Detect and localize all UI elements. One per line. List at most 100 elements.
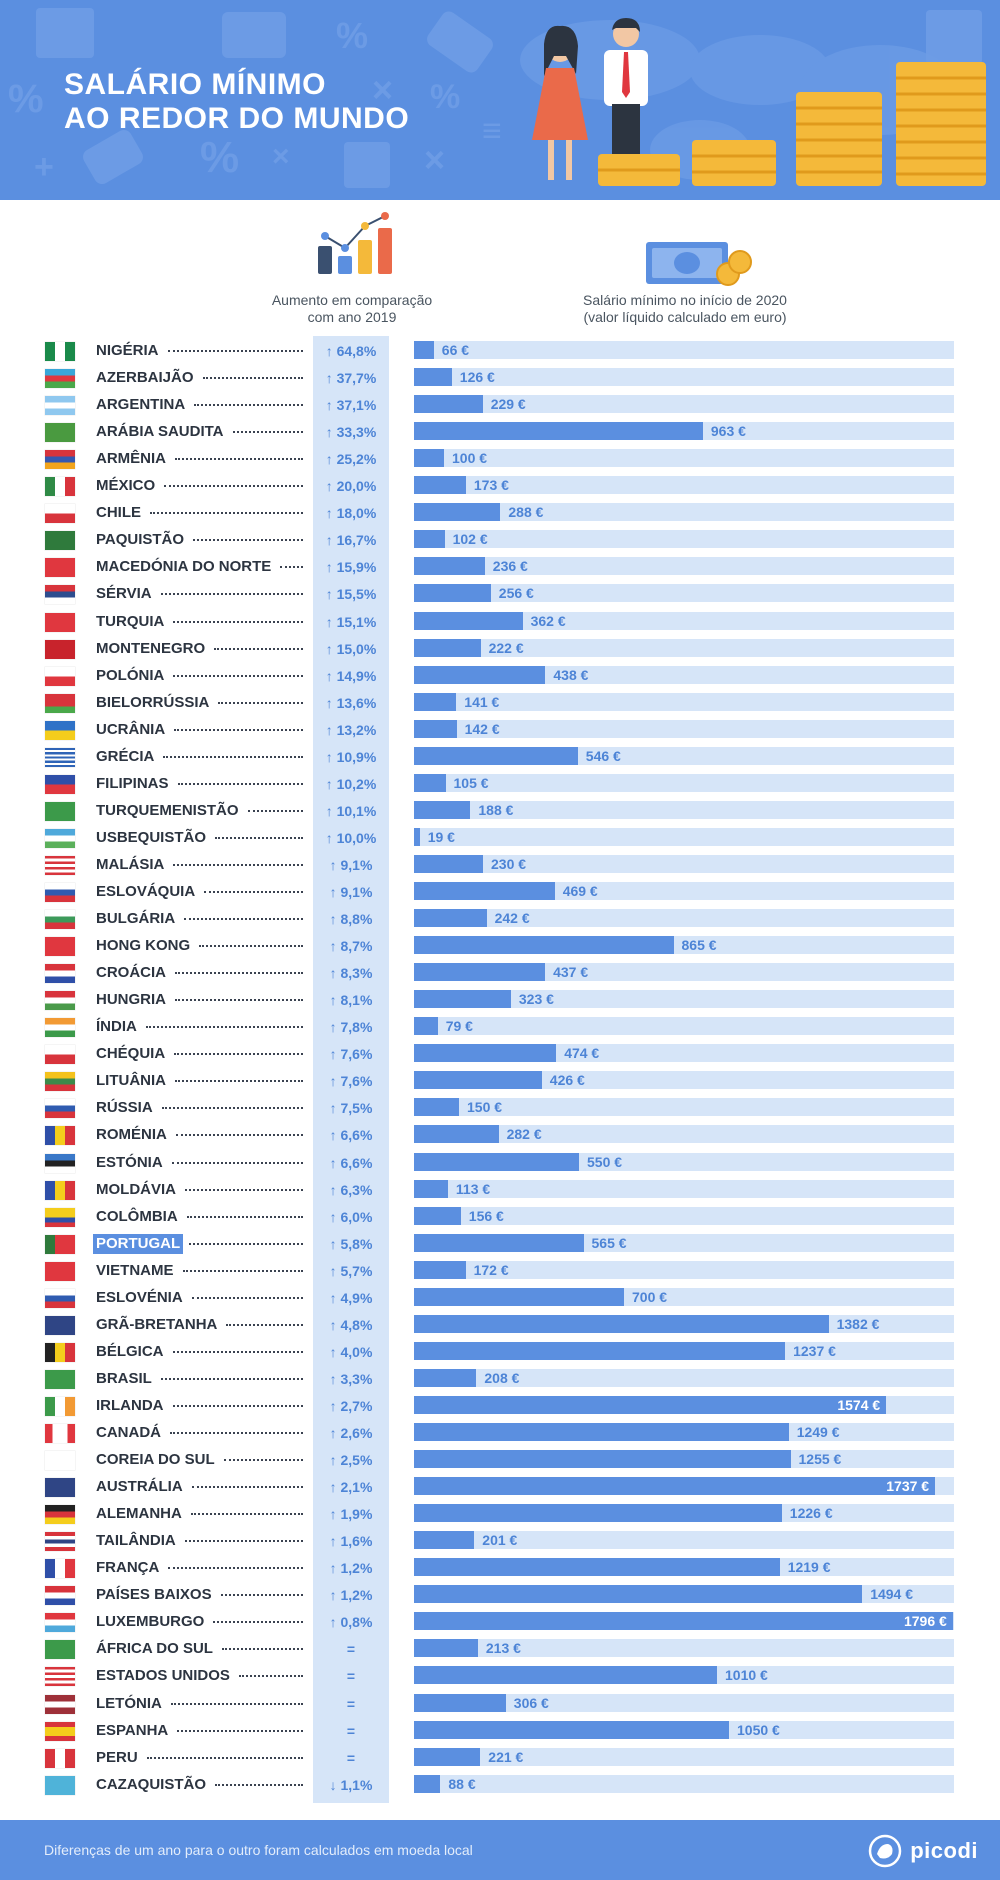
bar-track (414, 1260, 954, 1279)
country-label: CAZAQUISTÃO (96, 1775, 206, 1793)
salary-bar (414, 665, 546, 684)
bar-track (414, 530, 954, 549)
increase-label: ↑ 0,8% (329, 1614, 373, 1631)
country-label: MÉXICO (96, 477, 156, 495)
table-row: ESLOVÁQUIA ↑ 9,1% 469 € (0, 877, 1000, 904)
salary-bar (414, 1504, 782, 1523)
table-row: ARMÊNIA ↑ 25,2% 100 € (0, 444, 1000, 471)
table-row: CHÉQUIA ↑ 7,6% 474 € (0, 1039, 1000, 1066)
bar-track (414, 1747, 954, 1766)
flag-icon (45, 1667, 75, 1687)
leader-dots (239, 1675, 303, 1678)
leader-dots (226, 1323, 303, 1326)
country-label: ÁFRICA DO SUL (96, 1640, 213, 1658)
bar-track (414, 665, 954, 684)
flag-icon (45, 369, 75, 389)
title-line-2: AO REDOR DO MUNDO (64, 102, 410, 135)
leader-dots (183, 1269, 303, 1272)
increase-label: ↑ 3,3% (329, 1370, 373, 1387)
salary-bar (414, 1179, 448, 1198)
salary-bar (414, 827, 420, 846)
leader-dots (280, 566, 303, 569)
leader-dots (172, 1161, 303, 1164)
coin-stack-icon (598, 62, 986, 186)
header-decoration: % % % % × × × + ≡ (8, 8, 986, 188)
salary-label: 66 € (441, 342, 470, 358)
flag-icon (45, 774, 75, 794)
leader-dots (162, 1107, 303, 1110)
bar-track (414, 638, 954, 657)
increase-header-line-1: Aumento em comparação (271, 292, 433, 308)
table-row: COLÔMBIA ↑ 6,0% 156 € (0, 1202, 1000, 1229)
bar-track (414, 800, 954, 819)
country-label: HONG KONG (96, 937, 191, 955)
table-row: MALÁSIA ↑ 9,1% 230 € (0, 850, 1000, 877)
salary-bar (414, 584, 491, 603)
table-row: LITUÂNIA ↑ 7,6% 426 € (0, 1066, 1000, 1093)
flag-icon (45, 1099, 75, 1119)
money-icon (646, 242, 752, 286)
salary-bar (414, 1017, 438, 1036)
salary-label: 438 € (553, 666, 589, 683)
leader-dots (173, 620, 303, 623)
bar-track (414, 963, 954, 982)
increase-label: ↑ 14,9% (325, 667, 377, 684)
increase-label: ↑ 1,9% (329, 1506, 373, 1523)
leader-dots (213, 1621, 303, 1624)
salary-label: 1010 € (725, 1667, 768, 1684)
table-row: ROMÉNIA ↑ 6,6% 282 € (0, 1120, 1000, 1147)
salary-bar (414, 395, 483, 414)
country-label: LETÓNIA (96, 1694, 162, 1712)
salary-bar (414, 530, 445, 549)
table-row: ÁFRICA DO SUL = 213 € (0, 1634, 1000, 1661)
table-row: AUSTRÁLIA ↑ 2,1% 1737 € (0, 1472, 1000, 1499)
salary-label: 242 € (494, 910, 530, 927)
salary-bar (414, 611, 523, 630)
flag-icon (45, 1748, 75, 1768)
table-row: ESTADOS UNIDOS = 1010 € (0, 1661, 1000, 1688)
salary-bar (414, 990, 511, 1009)
table-row: COREIA DO SUL ↑ 2,5% 1255 € (0, 1445, 1000, 1472)
salary-bar (414, 746, 578, 765)
salary-bar (414, 341, 434, 359)
leader-dots (168, 350, 303, 352)
salary-label: 230 € (491, 855, 527, 872)
leader-dots (199, 945, 303, 948)
increase-label: ↑ 7,6% (329, 1073, 373, 1090)
leader-dots (184, 918, 303, 921)
increase-label: ↑ 6,6% (329, 1154, 373, 1171)
leader-dots (175, 999, 303, 1002)
salary-bar (414, 1639, 478, 1658)
leader-dots (174, 728, 303, 731)
salary-bar (414, 909, 487, 928)
salary-bar (414, 503, 501, 522)
salary-bar (414, 1098, 459, 1117)
table-row: USBEQUISTÃO ↑ 10,0% 19 € (0, 823, 1000, 850)
salary-bar (414, 1233, 584, 1252)
flag-icon (45, 1045, 75, 1065)
country-label: MOLDÁVIA (96, 1180, 176, 1198)
salary-bar (414, 1368, 477, 1387)
salary-label: 221 € (488, 1748, 524, 1765)
increase-label: = (346, 1722, 356, 1739)
increase-label: = (346, 1641, 356, 1658)
flag-icon (45, 504, 75, 524)
leader-dots (175, 458, 303, 461)
bar-track (414, 476, 954, 495)
flag-icon (45, 1261, 75, 1281)
salary-label: 100 € (452, 450, 488, 467)
leader-dots (191, 1513, 303, 1516)
percent-icon: % (430, 78, 460, 116)
flag-icon (45, 910, 75, 930)
increase-label: ↑ 1,6% (329, 1533, 373, 1550)
close-icon: × (424, 139, 445, 180)
salary-bar (414, 963, 546, 982)
increase-label: ↑ 13,6% (325, 694, 377, 711)
increase-label: ↑ 4,8% (329, 1316, 373, 1333)
flag-icon (45, 883, 75, 902)
country-label: ARMÊNIA (96, 450, 166, 468)
bar-track (414, 854, 954, 873)
flag-icon (45, 639, 75, 659)
increase-label: ↑ 4,0% (329, 1343, 373, 1360)
salary-label: 208 € (484, 1369, 520, 1386)
